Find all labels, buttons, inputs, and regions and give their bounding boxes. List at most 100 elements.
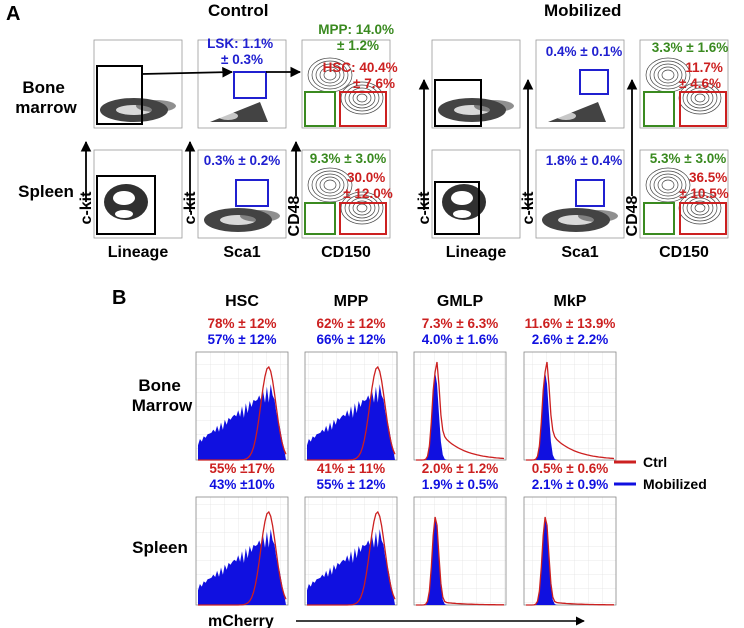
flow-density-plots bbox=[100, 57, 722, 232]
axis-ckit-mob-2: c-kit bbox=[520, 191, 537, 225]
panel-a-label: A bbox=[6, 3, 20, 25]
gate-mpp-mob-bm bbox=[643, 91, 675, 127]
hist-col-title: MPP bbox=[334, 293, 369, 310]
stat-ctrl: 55% ±17% bbox=[209, 461, 274, 476]
group-control-title: Control bbox=[208, 1, 268, 20]
hist-ctrl-line bbox=[307, 510, 396, 606]
arrow-right-ctrl-bm bbox=[141, 66, 234, 78]
label-mob-bm-mpp: 3.3% ± 1.6% bbox=[652, 40, 728, 55]
density-blob bbox=[548, 102, 606, 122]
hist-col-title: HSC bbox=[225, 293, 259, 310]
axis-cd48-ctrl: CD48 bbox=[286, 195, 303, 236]
row-label-bone-marrow-a: Bone marrow bbox=[15, 78, 77, 117]
axis-sca1-mob: Sca1 bbox=[561, 244, 598, 261]
hist-ctrl-line bbox=[526, 516, 614, 606]
group-mobilized-title: Mobilized bbox=[544, 1, 621, 20]
legend-label-ctrl: Ctrl bbox=[643, 454, 667, 470]
label-ctrl-bm-mpp: MPP: 14.0% ± 1.2% bbox=[318, 22, 398, 53]
gate-lsk-ctrl-sp bbox=[235, 179, 269, 207]
legend: Ctrl Mobilized bbox=[614, 454, 707, 492]
hist-mobilized-area bbox=[198, 384, 286, 460]
legend-label-mobilized: Mobilized bbox=[643, 476, 707, 492]
hist-col-title: MkP bbox=[554, 293, 587, 310]
histogram-frame bbox=[523, 351, 617, 461]
histogram-grid: HSC MPP GMLP MkP 78% ± 12%57% ± 12% 62% ± 12%… bbox=[195, 293, 617, 606]
stat-ctrl: 0.5% ± 0.6% bbox=[532, 461, 608, 476]
hist-mobilized-area bbox=[307, 529, 395, 605]
row-label-bone-marrow-b: Bone Marrow bbox=[132, 376, 193, 415]
histogram-frame bbox=[413, 351, 507, 461]
hist-ctrl-line bbox=[526, 361, 615, 461]
histogram-frame bbox=[523, 496, 617, 606]
stat-mobilized: 4.0% ± 1.6% bbox=[422, 332, 498, 347]
axis-lineage-ctrl: Lineage bbox=[108, 244, 169, 261]
axis-ckit-mob-1: c-kit bbox=[416, 191, 433, 225]
gate-mpp-ctrl-bm bbox=[304, 91, 336, 127]
density-blob bbox=[442, 184, 486, 220]
density-blob bbox=[645, 167, 722, 225]
hist-ctrl-line bbox=[416, 361, 505, 461]
hist-col-title: GMLP bbox=[437, 293, 484, 310]
xlabel-mcherry: mCherry bbox=[208, 613, 274, 628]
axis-cd150-mob: CD150 bbox=[659, 244, 709, 261]
plot-mob-bm-cd150 bbox=[639, 39, 729, 129]
hist-ctrl-line bbox=[198, 365, 287, 461]
panel-b-label: B bbox=[112, 287, 126, 309]
axis-ckit-ctrl-2: c-kit bbox=[182, 191, 199, 225]
histogram-frame bbox=[413, 496, 507, 606]
hist-mobilized-area bbox=[416, 517, 504, 605]
gate-lin-neg-mob-bm bbox=[434, 79, 482, 127]
label-mob-bm-hsc: 11.7% ± 4.6% bbox=[679, 60, 727, 91]
stat-ctrl: 78% ± 12% bbox=[208, 316, 277, 331]
density-blob bbox=[210, 102, 268, 122]
stat-mobilized: 1.9% ± 0.5% bbox=[422, 477, 498, 492]
hist-ctrl-line bbox=[307, 365, 396, 461]
label-mob-sp-hsc: 36.5% ± 10.5% bbox=[679, 170, 731, 201]
stat-mobilized: 43% ±10% bbox=[209, 477, 274, 492]
gate-hsc-ctrl-bm bbox=[339, 91, 387, 127]
hist-mobilized-area bbox=[526, 517, 614, 605]
stat-ctrl: 11.6% ± 13.9% bbox=[525, 316, 616, 331]
hist-mobilized-area bbox=[307, 384, 395, 460]
axis-cd150-ctrl: CD150 bbox=[321, 244, 371, 261]
row-label-spleen-a: Spleen bbox=[18, 182, 74, 201]
label-ctrl-bm-lsk: LSK: 1.1% ± 0.3% bbox=[207, 36, 277, 67]
stat-mobilized: 66% ± 12% bbox=[317, 332, 386, 347]
gate-lsk-mob-bm bbox=[579, 69, 609, 95]
label-mob-sp-mpp: 5.3% ± 3.0% bbox=[650, 151, 726, 166]
axis-ckit-ctrl-1: c-kit bbox=[78, 191, 95, 225]
label-ctrl-sp-mpp: 9.3% ± 3.0% bbox=[310, 151, 386, 166]
gate-mpp-ctrl-sp bbox=[304, 202, 336, 235]
stat-ctrl: 2.0% ± 1.2% bbox=[422, 461, 498, 476]
label-mob-sp-lsk: 1.8% ± 0.4% bbox=[546, 153, 622, 168]
hist-mobilized-area bbox=[416, 372, 504, 460]
gate-hsc-mob-sp bbox=[679, 202, 727, 235]
stat-mobilized: 55% ± 12% bbox=[317, 477, 386, 492]
axis-sca1-ctrl: Sca1 bbox=[223, 244, 260, 261]
label-mob-bm-lsk: 0.4% ± 0.1% bbox=[546, 44, 622, 59]
hist-ctrl-line bbox=[416, 516, 504, 606]
gate-lin-neg-mob-sp bbox=[434, 181, 480, 235]
label-ctrl-bm-hsc: HSC: 40.4% ± 7.6% bbox=[323, 60, 402, 91]
row-label-spleen-b: Spleen bbox=[132, 538, 188, 557]
gate-lsk-ctrl-bm bbox=[233, 71, 267, 99]
stat-mobilized: 2.6% ± 2.2% bbox=[532, 332, 608, 347]
density-blob bbox=[100, 98, 176, 122]
hist-ctrl-line bbox=[198, 510, 287, 606]
stat-ctrl: 7.3% ± 6.3% bbox=[422, 316, 498, 331]
gate-mpp-mob-sp bbox=[643, 202, 675, 235]
label-ctrl-sp-lsk: 0.3% ± 0.2% bbox=[204, 153, 280, 168]
gate-lin-neg-ctrl-sp bbox=[96, 175, 156, 235]
stat-mobilized: 57% ± 12% bbox=[208, 332, 277, 347]
density-blob bbox=[104, 184, 148, 220]
stat-ctrl: 62% ± 12% bbox=[317, 316, 386, 331]
hist-mobilized-area bbox=[198, 529, 286, 605]
stat-ctrl: 41% ± 11% bbox=[317, 461, 385, 476]
label-ctrl-sp-hsc: 30.0% ± 12.0% bbox=[343, 170, 392, 201]
hist-mobilized-area bbox=[526, 372, 614, 460]
stat-mobilized: 2.1% ± 0.9% bbox=[532, 477, 608, 492]
density-blob bbox=[542, 208, 618, 232]
axis-cd48-mob: CD48 bbox=[624, 195, 641, 236]
gate-lsk-mob-sp bbox=[575, 179, 605, 207]
